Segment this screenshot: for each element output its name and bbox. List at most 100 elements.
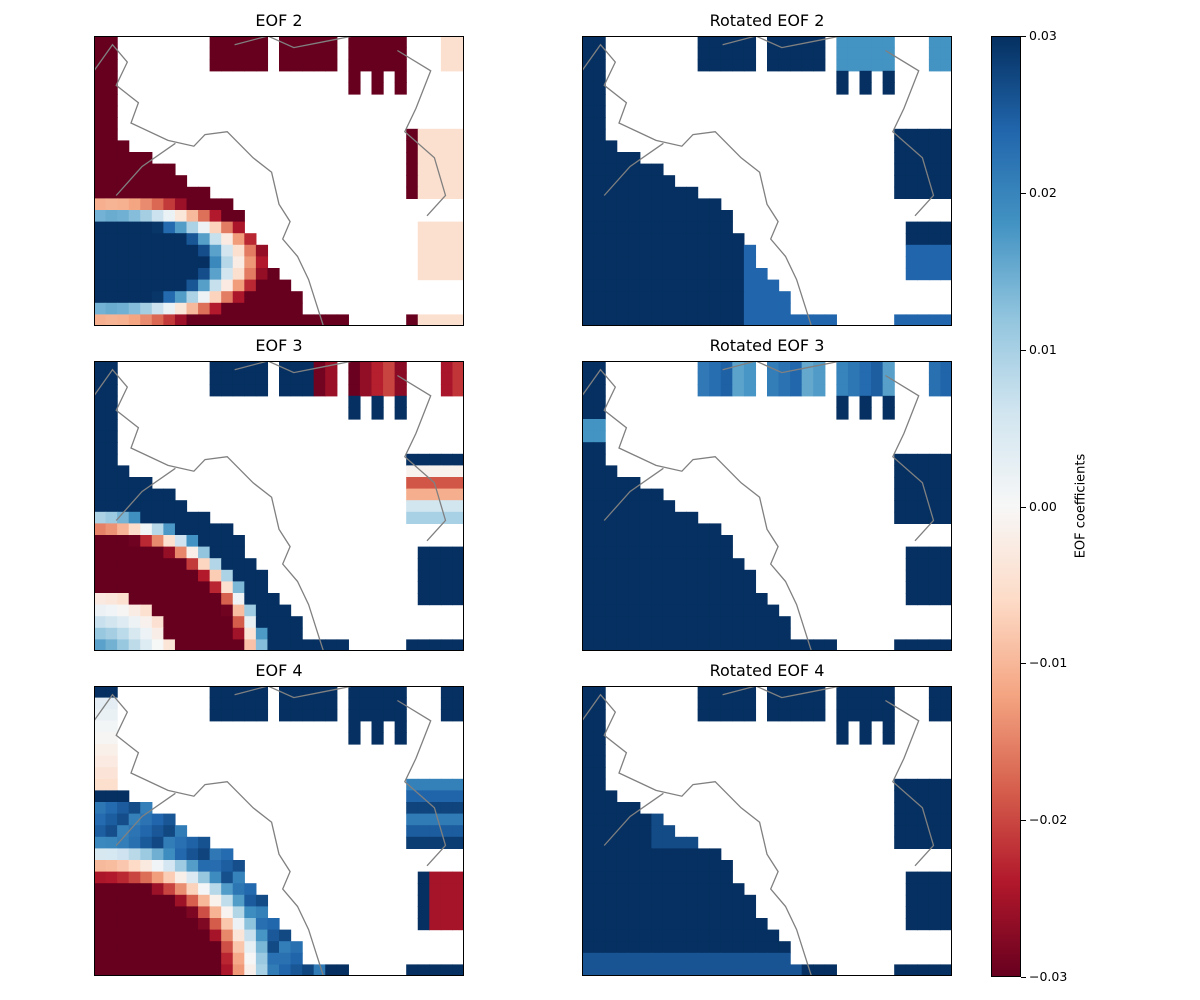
heatmap-cell bbox=[383, 59, 396, 72]
heatmap-cell bbox=[128, 163, 141, 176]
heatmap-cell bbox=[186, 233, 199, 246]
heatmap-cell bbox=[209, 256, 222, 269]
heatmap-cell bbox=[209, 616, 222, 629]
heatmap-cell bbox=[221, 709, 234, 722]
heatmap-cell bbox=[440, 256, 454, 269]
heatmap-cell bbox=[452, 47, 464, 60]
heatmap-cell bbox=[616, 244, 629, 257]
heatmap-cell bbox=[440, 569, 454, 582]
heatmap-cell bbox=[928, 221, 942, 234]
heatmap-cell bbox=[348, 361, 361, 374]
heatmap-cell bbox=[639, 163, 652, 176]
heatmap-cell bbox=[709, 848, 722, 861]
coastline bbox=[234, 36, 354, 49]
heatmap-cell bbox=[928, 709, 942, 722]
heatmap-cell bbox=[452, 59, 464, 72]
heatmap-cell bbox=[105, 233, 118, 246]
heatmap-cell bbox=[616, 906, 629, 919]
heatmap-cell bbox=[105, 906, 118, 919]
heatmap-cell bbox=[186, 279, 199, 292]
heatmap-cell bbox=[151, 952, 164, 965]
heatmap-cell bbox=[128, 871, 141, 884]
heatmap-cell bbox=[209, 523, 222, 536]
heatmap-cell bbox=[582, 361, 595, 374]
heatmap-cell bbox=[128, 314, 141, 326]
heatmap-cell bbox=[452, 244, 464, 257]
heatmap-cell bbox=[198, 279, 211, 292]
heatmap-cell bbox=[767, 639, 780, 651]
heatmap-cell bbox=[686, 558, 699, 571]
heatmap-cell bbox=[928, 268, 942, 281]
heatmap-cell bbox=[639, 256, 652, 269]
heatmap-cell bbox=[582, 105, 595, 118]
heatmap-cell bbox=[429, 186, 442, 199]
heatmap-cell bbox=[940, 639, 952, 651]
heatmap-cell bbox=[452, 256, 464, 269]
heatmap-cell bbox=[174, 302, 188, 315]
heatmap-cell bbox=[244, 279, 257, 292]
heatmap-cell bbox=[905, 128, 918, 141]
heatmap-cell bbox=[174, 186, 188, 199]
heatmap-cell bbox=[128, 616, 141, 629]
heatmap-cell bbox=[743, 697, 757, 710]
heatmap-cell bbox=[639, 860, 652, 873]
heatmap-cell bbox=[720, 244, 733, 257]
heatmap-cell bbox=[94, 918, 107, 931]
heatmap-cell bbox=[174, 221, 188, 234]
heatmap-cell bbox=[905, 500, 918, 513]
heatmap-cell bbox=[452, 825, 464, 838]
heatmap-cell bbox=[452, 546, 464, 559]
heatmap-cell bbox=[605, 883, 618, 896]
heatmap-cell bbox=[790, 709, 803, 722]
heatmap-cell bbox=[128, 233, 141, 246]
heatmap-cell bbox=[720, 291, 733, 304]
heatmap-cell bbox=[348, 697, 361, 710]
heatmap-cell bbox=[940, 825, 952, 838]
heatmap-cell bbox=[94, 395, 107, 408]
heatmap-cell bbox=[801, 964, 814, 976]
heatmap-cell bbox=[267, 616, 280, 629]
heatmap-cell bbox=[662, 929, 676, 942]
heatmap-cell bbox=[198, 883, 211, 896]
heatmap-cell bbox=[140, 871, 153, 884]
heatmap-cell bbox=[440, 546, 454, 559]
heatmap-cell bbox=[582, 210, 595, 223]
heatmap-cell bbox=[279, 627, 292, 640]
heatmap-cell bbox=[371, 709, 384, 722]
heatmap-cell bbox=[582, 302, 595, 315]
heatmap-cell bbox=[593, 569, 606, 582]
heatmap-cell bbox=[928, 697, 942, 710]
heatmap-cell bbox=[616, 894, 629, 907]
heatmap-cell bbox=[743, 964, 757, 976]
heatmap-cell bbox=[255, 372, 269, 385]
heatmap-cell bbox=[859, 709, 872, 722]
heatmap-cell bbox=[928, 152, 942, 165]
heatmap-cell bbox=[232, 558, 245, 571]
heatmap-cell bbox=[232, 581, 245, 594]
heatmap-cell bbox=[616, 535, 629, 548]
heatmap-cell bbox=[105, 558, 118, 571]
heatmap-cell bbox=[452, 709, 464, 722]
heatmap-cell bbox=[209, 929, 222, 942]
heatmap-cell bbox=[582, 488, 595, 501]
heatmap-cell bbox=[417, 453, 430, 466]
heatmap-cell bbox=[639, 918, 652, 931]
heatmap-cell bbox=[651, 314, 664, 326]
heatmap-cell bbox=[639, 523, 652, 536]
heatmap-cell bbox=[105, 802, 118, 815]
heatmap-cell bbox=[105, 709, 118, 722]
heatmap-cell bbox=[232, 302, 245, 315]
heatmap-cell bbox=[302, 709, 315, 722]
heatmap-cell bbox=[429, 175, 442, 188]
heatmap-cell bbox=[686, 964, 699, 976]
heatmap-cell bbox=[674, 627, 687, 640]
heatmap-cell bbox=[639, 813, 652, 826]
heatmap-cell bbox=[651, 593, 664, 606]
heatmap-cell bbox=[917, 558, 930, 571]
heatmap-cell bbox=[847, 384, 861, 397]
heatmap-cell bbox=[209, 535, 222, 548]
heatmap-cell bbox=[313, 372, 326, 385]
heatmap-cell bbox=[105, 198, 118, 211]
heatmap-cell bbox=[605, 581, 618, 594]
heatmap-cell bbox=[105, 291, 118, 304]
